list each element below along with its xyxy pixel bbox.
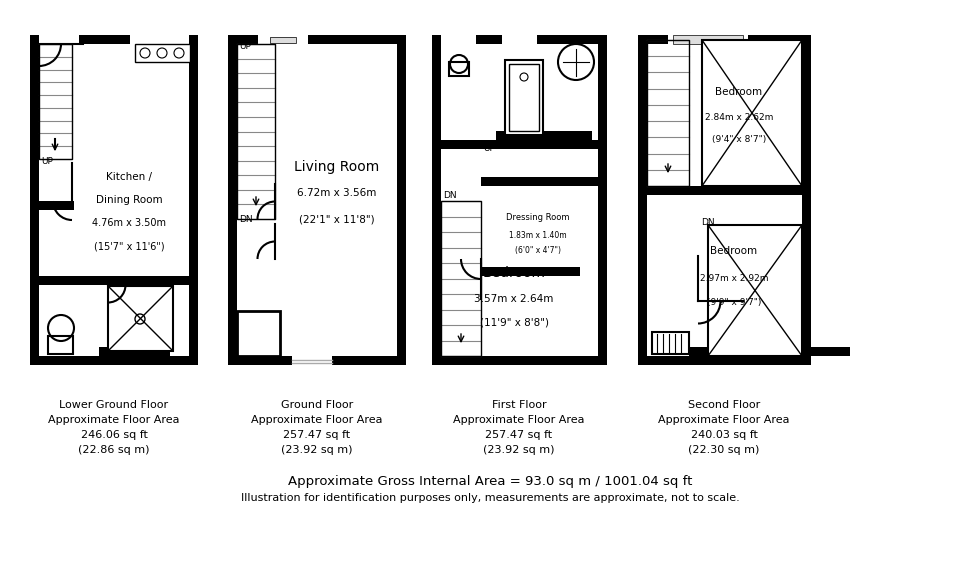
Bar	[292, 356, 332, 365]
Bar	[481, 177, 598, 186]
Text: Bedroom: Bedroom	[710, 246, 758, 257]
Bar	[130, 35, 189, 44]
Text: Approximate Floor Area: Approximate Floor Area	[48, 415, 179, 425]
Text: (23.92 sq m): (23.92 sq m)	[483, 445, 555, 455]
Text: Second Floor: Second Floor	[688, 400, 760, 410]
Bar	[481, 267, 580, 276]
Bar	[237, 44, 275, 219]
Text: Bedroom: Bedroom	[482, 266, 546, 280]
Bar	[39, 44, 72, 159]
Bar	[702, 40, 802, 186]
Text: Approximate Floor Area: Approximate Floor Area	[251, 415, 383, 425]
Text: Living Room: Living Room	[294, 160, 379, 174]
Bar	[135, 44, 190, 62]
Bar	[228, 35, 406, 365]
Bar	[270, 37, 296, 44]
Text: 2.84m x 2.62m: 2.84m x 2.62m	[705, 113, 773, 122]
Bar	[39, 44, 189, 356]
Text: DN: DN	[239, 215, 253, 224]
Text: (22'1" x 11'8"): (22'1" x 11'8")	[299, 215, 374, 225]
Text: 257.47 sq ft: 257.47 sq ft	[485, 430, 553, 440]
Bar	[708, 225, 802, 356]
Text: Dressing Room: Dressing Room	[507, 213, 569, 222]
Text: Kitchen /: Kitchen /	[106, 172, 152, 182]
Bar	[441, 140, 598, 149]
Bar	[237, 44, 397, 356]
Bar	[237, 311, 280, 356]
Text: UP: UP	[239, 42, 251, 51]
Bar	[441, 201, 481, 356]
Bar	[556, 44, 596, 84]
Text: Lower Ground Floor: Lower Ground Floor	[60, 400, 169, 410]
Bar	[30, 35, 198, 365]
Bar	[99, 347, 170, 356]
Text: Approximate Floor Area: Approximate Floor Area	[454, 415, 585, 425]
Bar	[647, 186, 802, 195]
Bar	[496, 131, 592, 140]
Bar	[441, 44, 598, 356]
Text: Dining Room: Dining Room	[96, 195, 163, 205]
Text: 246.06 sq ft: 246.06 sq ft	[80, 430, 147, 440]
Bar	[441, 35, 476, 44]
Bar	[39, 35, 79, 44]
Bar	[39, 201, 74, 210]
Text: UP: UP	[41, 157, 53, 166]
Bar	[270, 37, 296, 43]
Bar	[449, 62, 469, 76]
Text: UP: UP	[483, 144, 495, 153]
Text: (23.92 sq m): (23.92 sq m)	[281, 445, 353, 455]
Bar	[689, 347, 850, 356]
Text: 3.57m x 2.64m: 3.57m x 2.64m	[474, 294, 554, 304]
Bar	[668, 35, 748, 44]
Bar	[432, 35, 607, 365]
Bar	[509, 64, 539, 131]
Text: 257.47 sq ft: 257.47 sq ft	[283, 430, 351, 440]
Text: (6'0" x 4'7"): (6'0" x 4'7")	[515, 246, 561, 255]
Text: First Floor: First Floor	[492, 400, 546, 410]
Bar	[647, 40, 689, 186]
Text: 240.03 sq ft: 240.03 sq ft	[691, 430, 758, 440]
Bar	[108, 286, 173, 351]
Text: 4.76m x 3.50m: 4.76m x 3.50m	[92, 218, 166, 228]
Text: 2.97m x 2.92m: 2.97m x 2.92m	[700, 274, 768, 283]
Text: Illustration for identification purposes only, measurements are approximate, not: Illustration for identification purposes…	[241, 493, 739, 503]
Bar	[673, 35, 743, 44]
Text: (9'4" x 8'7"): (9'4" x 8'7")	[711, 134, 766, 144]
Bar	[652, 332, 689, 354]
Text: (22.30 sq m): (22.30 sq m)	[688, 445, 760, 455]
Text: (9'9" x 9'7"): (9'9" x 9'7")	[707, 298, 761, 307]
Bar	[502, 35, 537, 44]
Text: 1.83m x 1.40m: 1.83m x 1.40m	[510, 231, 566, 240]
Bar	[638, 35, 811, 365]
Text: Approximate Gross Internal Area = 93.0 sq m / 1001.04 sq ft: Approximate Gross Internal Area = 93.0 s…	[288, 475, 692, 488]
Text: Approximate Floor Area: Approximate Floor Area	[659, 415, 790, 425]
Bar	[505, 60, 543, 135]
Text: (11'9" x 8'8"): (11'9" x 8'8")	[479, 317, 549, 327]
Bar	[258, 35, 308, 44]
Text: (22.86 sq m): (22.86 sq m)	[78, 445, 150, 455]
Text: Ground Floor: Ground Floor	[281, 400, 353, 410]
Text: 6.72m x 3.56m: 6.72m x 3.56m	[297, 188, 376, 198]
Bar	[647, 44, 802, 356]
Text: Bedroom: Bedroom	[715, 88, 762, 97]
Text: DN: DN	[701, 218, 714, 227]
Bar	[39, 276, 189, 285]
Text: (15'7" x 11'6"): (15'7" x 11'6")	[94, 241, 165, 251]
Text: DN: DN	[443, 191, 457, 200]
Bar	[48, 336, 73, 354]
Bar	[105, 35, 130, 44]
